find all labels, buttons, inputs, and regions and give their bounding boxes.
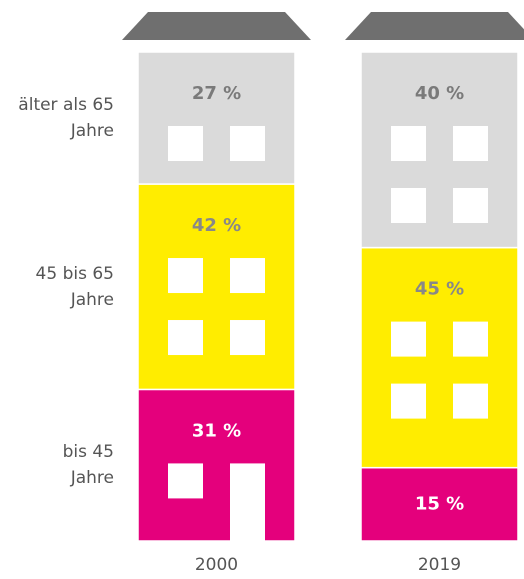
window (230, 258, 265, 293)
window (391, 126, 426, 161)
roof (345, 12, 524, 40)
window (453, 188, 488, 223)
value-label: 45 % (415, 279, 464, 300)
window (168, 258, 203, 293)
bar-segment (138, 389, 295, 541)
window (230, 126, 265, 161)
window (168, 320, 203, 355)
window (230, 320, 265, 355)
window (391, 188, 426, 223)
value-label: 31 % (192, 420, 241, 441)
door (230, 463, 265, 541)
window (391, 322, 426, 357)
x-tick-label: 2000 (195, 555, 238, 575)
legend-label: bis 45 Jahre (14, 439, 114, 491)
value-label: 15 % (415, 493, 464, 514)
value-label: 42 % (192, 215, 241, 236)
value-label: 27 % (192, 83, 241, 104)
legend-label: älter als 65 Jahre (14, 92, 114, 144)
window (453, 126, 488, 161)
bar-segment (138, 52, 295, 184)
bar-segment (361, 52, 518, 248)
window (453, 384, 488, 419)
window (453, 322, 488, 357)
legend-label: 45 bis 65 Jahre (14, 261, 114, 313)
window (168, 463, 203, 498)
window (168, 126, 203, 161)
value-label: 40 % (415, 83, 464, 104)
x-tick-label: 2019 (418, 555, 461, 575)
chart: 2000 31 % 42 % 27 % 2019 15 % 45 % 40 % bis 45 … (0, 0, 524, 579)
roof (122, 12, 311, 40)
window (391, 384, 426, 419)
